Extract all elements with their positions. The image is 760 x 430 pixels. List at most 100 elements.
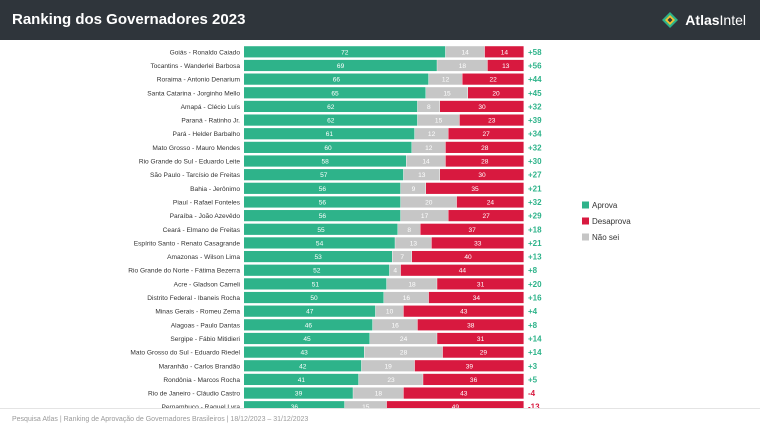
bar-aprova (244, 346, 364, 358)
net-approval-label: +45 (528, 89, 542, 98)
bar-desaprova (426, 182, 524, 194)
bar-desaprova (462, 73, 524, 85)
category-label: Pará - Helder Barbalho (173, 131, 241, 138)
value-label-nao-sei: 8 (407, 227, 411, 234)
value-label-aprova: 52 (313, 268, 321, 275)
value-label-nao-sei: 14 (422, 159, 430, 166)
category-label: Tocantins - Wanderlei Barbosa (150, 63, 240, 70)
value-label-desaprova: 33 (474, 240, 482, 247)
category-label: Rio Grande do Norte - Fátima Bezerra (128, 268, 240, 275)
value-label-nao-sei: 8 (427, 104, 431, 111)
value-label-aprova: 39 (295, 391, 303, 398)
category-label: Distrito Federal - Ibaneis Rocha (147, 295, 240, 302)
header-bar: Ranking dos Governadores 2023 AtlasIntel (0, 0, 760, 40)
value-label-nao-sei: 15 (362, 404, 370, 408)
net-approval-label: +32 (528, 198, 542, 207)
bar-aprova (244, 210, 401, 222)
value-label-nao-sei: 12 (428, 131, 436, 138)
bar-nao-sei (398, 223, 420, 235)
bar-nao-sei (437, 59, 488, 72)
bar-aprova (244, 305, 376, 317)
category-label: Rondônia - Marcos Rocha (163, 377, 240, 384)
category-label: Paraná - Ratinho Jr. (181, 118, 240, 125)
bar-desaprova (445, 141, 524, 153)
category-label: Amapá - Clécio Luís (181, 104, 241, 111)
bar-desaprova (414, 360, 524, 372)
value-label-desaprova: 36 (470, 377, 478, 384)
value-label-nao-sei: 15 (443, 90, 451, 97)
approval-chart: Goiás - Ronaldo Caiado 72 14 14 +58Tocantins… (128, 46, 631, 408)
category-label: São Paulo - Tarcísio de Freitas (150, 172, 241, 179)
bar-desaprova (448, 210, 524, 222)
bar-aprova (244, 278, 387, 290)
value-label-nao-sei: 12 (425, 145, 433, 152)
net-approval-label: +56 (528, 61, 542, 70)
value-label-nao-sei: 28 (400, 350, 408, 357)
legend-swatch-desaprova (582, 217, 589, 225)
net-approval-label: +44 (528, 75, 542, 84)
bar-desaprova (442, 346, 524, 358)
bar-nao-sei (344, 401, 387, 408)
value-label-desaprova: 30 (478, 172, 486, 179)
atlasintel-logo-icon (662, 12, 679, 28)
net-approval-label: +14 (528, 334, 542, 343)
value-label-desaprova: 31 (477, 281, 485, 288)
net-approval-label: +30 (528, 157, 542, 166)
bar-desaprova (417, 319, 524, 331)
net-approval-label: +5 (528, 375, 538, 384)
category-label: Roraima - Antonio Denarium (157, 77, 241, 84)
bar-aprova (244, 373, 359, 386)
bar-desaprova (468, 87, 524, 99)
bar-desaprova (403, 305, 524, 317)
bar-nao-sei (386, 278, 437, 290)
bar-desaprova (437, 278, 524, 290)
value-label-desaprova: 40 (464, 254, 472, 261)
category-label: Rio Grande do Sul - Eduardo Leite (139, 159, 240, 166)
bar-nao-sei (400, 196, 457, 208)
bar-aprova (244, 46, 446, 58)
bar-nao-sei (414, 128, 448, 140)
value-label-aprova: 56 (319, 213, 327, 220)
net-approval-label: +58 (528, 48, 542, 57)
net-approval-label: +34 (528, 130, 542, 139)
value-label-aprova: 56 (319, 186, 327, 193)
footer-text: Pesquisa Atlas | Ranking de Aprovação de… (12, 416, 309, 423)
bar-aprova (244, 401, 345, 408)
value-label-desaprova: 14 (501, 49, 509, 56)
net-approval-label: +3 (528, 362, 538, 371)
value-label-desaprova: 27 (483, 213, 491, 220)
category-label: Amazonas - Wilson Lima (167, 254, 240, 261)
bar-nao-sei (445, 46, 485, 58)
category-label: Mato Grosso - Mauro Mendes (152, 145, 240, 152)
legend-label-desaprova: Desaprova (592, 217, 631, 226)
value-label-aprova: 43 (301, 350, 309, 357)
bar-desaprova (459, 114, 524, 126)
value-label-desaprova: 31 (477, 336, 485, 343)
net-approval-label: +29 (528, 212, 542, 221)
bar-desaprova (403, 387, 524, 399)
category-label: Minas Gerais - Romeu Zema (155, 309, 240, 316)
value-label-nao-sei: 7 (400, 254, 404, 261)
value-label-aprova: 61 (326, 131, 334, 138)
value-label-desaprova: 30 (478, 104, 486, 111)
bar-desaprova (448, 128, 524, 140)
value-label-nao-sei: 18 (375, 391, 383, 398)
value-label-nao-sei: 4 (393, 268, 397, 275)
value-label-desaprova: 43 (460, 391, 468, 398)
net-approval-label: +14 (528, 348, 542, 357)
bar-aprova (244, 141, 412, 153)
value-label-desaprova: 49 (452, 404, 460, 408)
value-label-desaprova: 44 (459, 268, 467, 275)
bar-desaprova (420, 223, 524, 235)
value-label-aprova: 47 (306, 309, 314, 316)
bar-aprova (244, 155, 406, 167)
bar-aprova (244, 291, 384, 304)
value-label-desaprova: 34 (473, 295, 481, 302)
bar-aprova (244, 182, 401, 194)
value-label-nao-sei: 24 (400, 336, 408, 343)
bar-aprova (244, 250, 392, 263)
value-label-desaprova: 37 (469, 227, 477, 234)
page-title: Ranking dos Governadores 2023 (12, 11, 246, 28)
brand: AtlasIntel (661, 9, 746, 31)
bar-desaprova (431, 237, 524, 249)
